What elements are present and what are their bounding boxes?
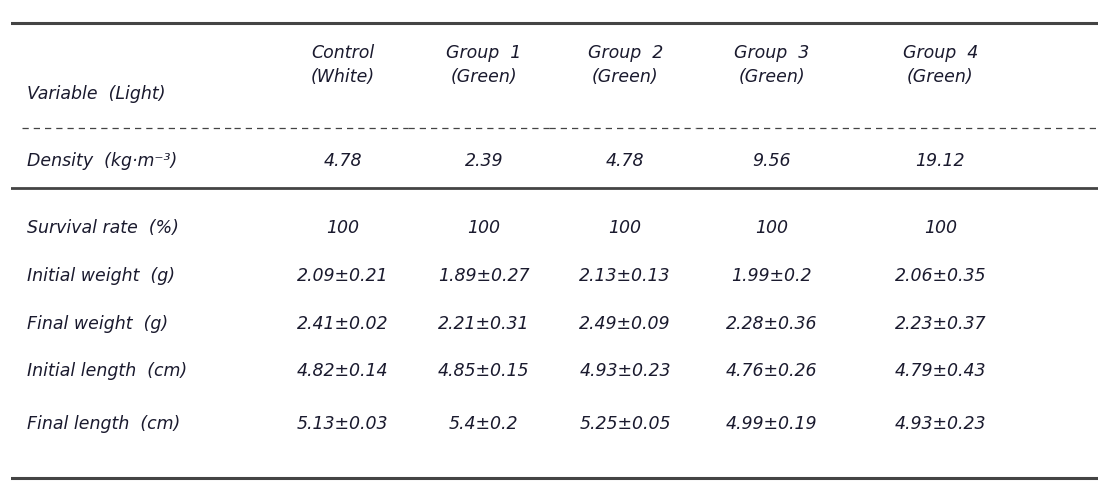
Text: Group  2
(Green): Group 2 (Green) (588, 44, 663, 85)
Text: 4.82±0.14: 4.82±0.14 (297, 362, 388, 380)
Text: 2.23±0.37: 2.23±0.37 (895, 314, 986, 332)
Text: Initial weight  (g): Initial weight (g) (28, 266, 175, 284)
Text: 4.78: 4.78 (324, 151, 362, 169)
Text: 4.85±0.15: 4.85±0.15 (438, 362, 530, 380)
Text: Initial length  (cm): Initial length (cm) (28, 362, 187, 380)
Text: 2.13±0.13: 2.13±0.13 (579, 266, 671, 284)
Text: 100: 100 (326, 218, 359, 236)
Text: 4.78: 4.78 (606, 151, 644, 169)
Text: 100: 100 (755, 218, 788, 236)
Text: Density  (kg·m⁻³): Density (kg·m⁻³) (28, 151, 177, 169)
Text: 9.56: 9.56 (753, 151, 791, 169)
Text: 2.28±0.36: 2.28±0.36 (726, 314, 817, 332)
Text: 4.93±0.23: 4.93±0.23 (895, 414, 986, 432)
Text: 4.93±0.23: 4.93±0.23 (579, 362, 671, 380)
Text: Group  1
(Green): Group 1 (Green) (446, 44, 521, 85)
Text: 2.06±0.35: 2.06±0.35 (895, 266, 986, 284)
Text: 2.39: 2.39 (465, 151, 503, 169)
Text: Final length  (cm): Final length (cm) (28, 414, 181, 432)
Text: 4.76±0.26: 4.76±0.26 (726, 362, 817, 380)
Text: 2.49±0.09: 2.49±0.09 (579, 314, 671, 332)
Text: 100: 100 (467, 218, 500, 236)
Text: Final weight  (g): Final weight (g) (28, 314, 169, 332)
Text: 2.21±0.31: 2.21±0.31 (438, 314, 530, 332)
Text: 1.99±0.2: 1.99±0.2 (732, 266, 812, 284)
Text: 19.12: 19.12 (916, 151, 965, 169)
Text: 100: 100 (924, 218, 957, 236)
Text: 5.4±0.2: 5.4±0.2 (449, 414, 519, 432)
Text: 5.25±0.05: 5.25±0.05 (579, 414, 671, 432)
Text: 100: 100 (609, 218, 642, 236)
Text: 4.99±0.19: 4.99±0.19 (726, 414, 817, 432)
Text: 2.09±0.21: 2.09±0.21 (297, 266, 388, 284)
Text: Variable  (Light): Variable (Light) (28, 84, 166, 102)
Text: Control
(White): Control (White) (311, 44, 375, 85)
Text: 1.89±0.27: 1.89±0.27 (438, 266, 530, 284)
Text: 4.79±0.43: 4.79±0.43 (895, 362, 986, 380)
Text: Group  4
(Green): Group 4 (Green) (903, 44, 978, 85)
Text: Group  3
(Green): Group 3 (Green) (734, 44, 810, 85)
Text: Survival rate  (%): Survival rate (%) (28, 218, 180, 236)
Text: 5.13±0.03: 5.13±0.03 (297, 414, 388, 432)
Text: 2.41±0.02: 2.41±0.02 (297, 314, 388, 332)
